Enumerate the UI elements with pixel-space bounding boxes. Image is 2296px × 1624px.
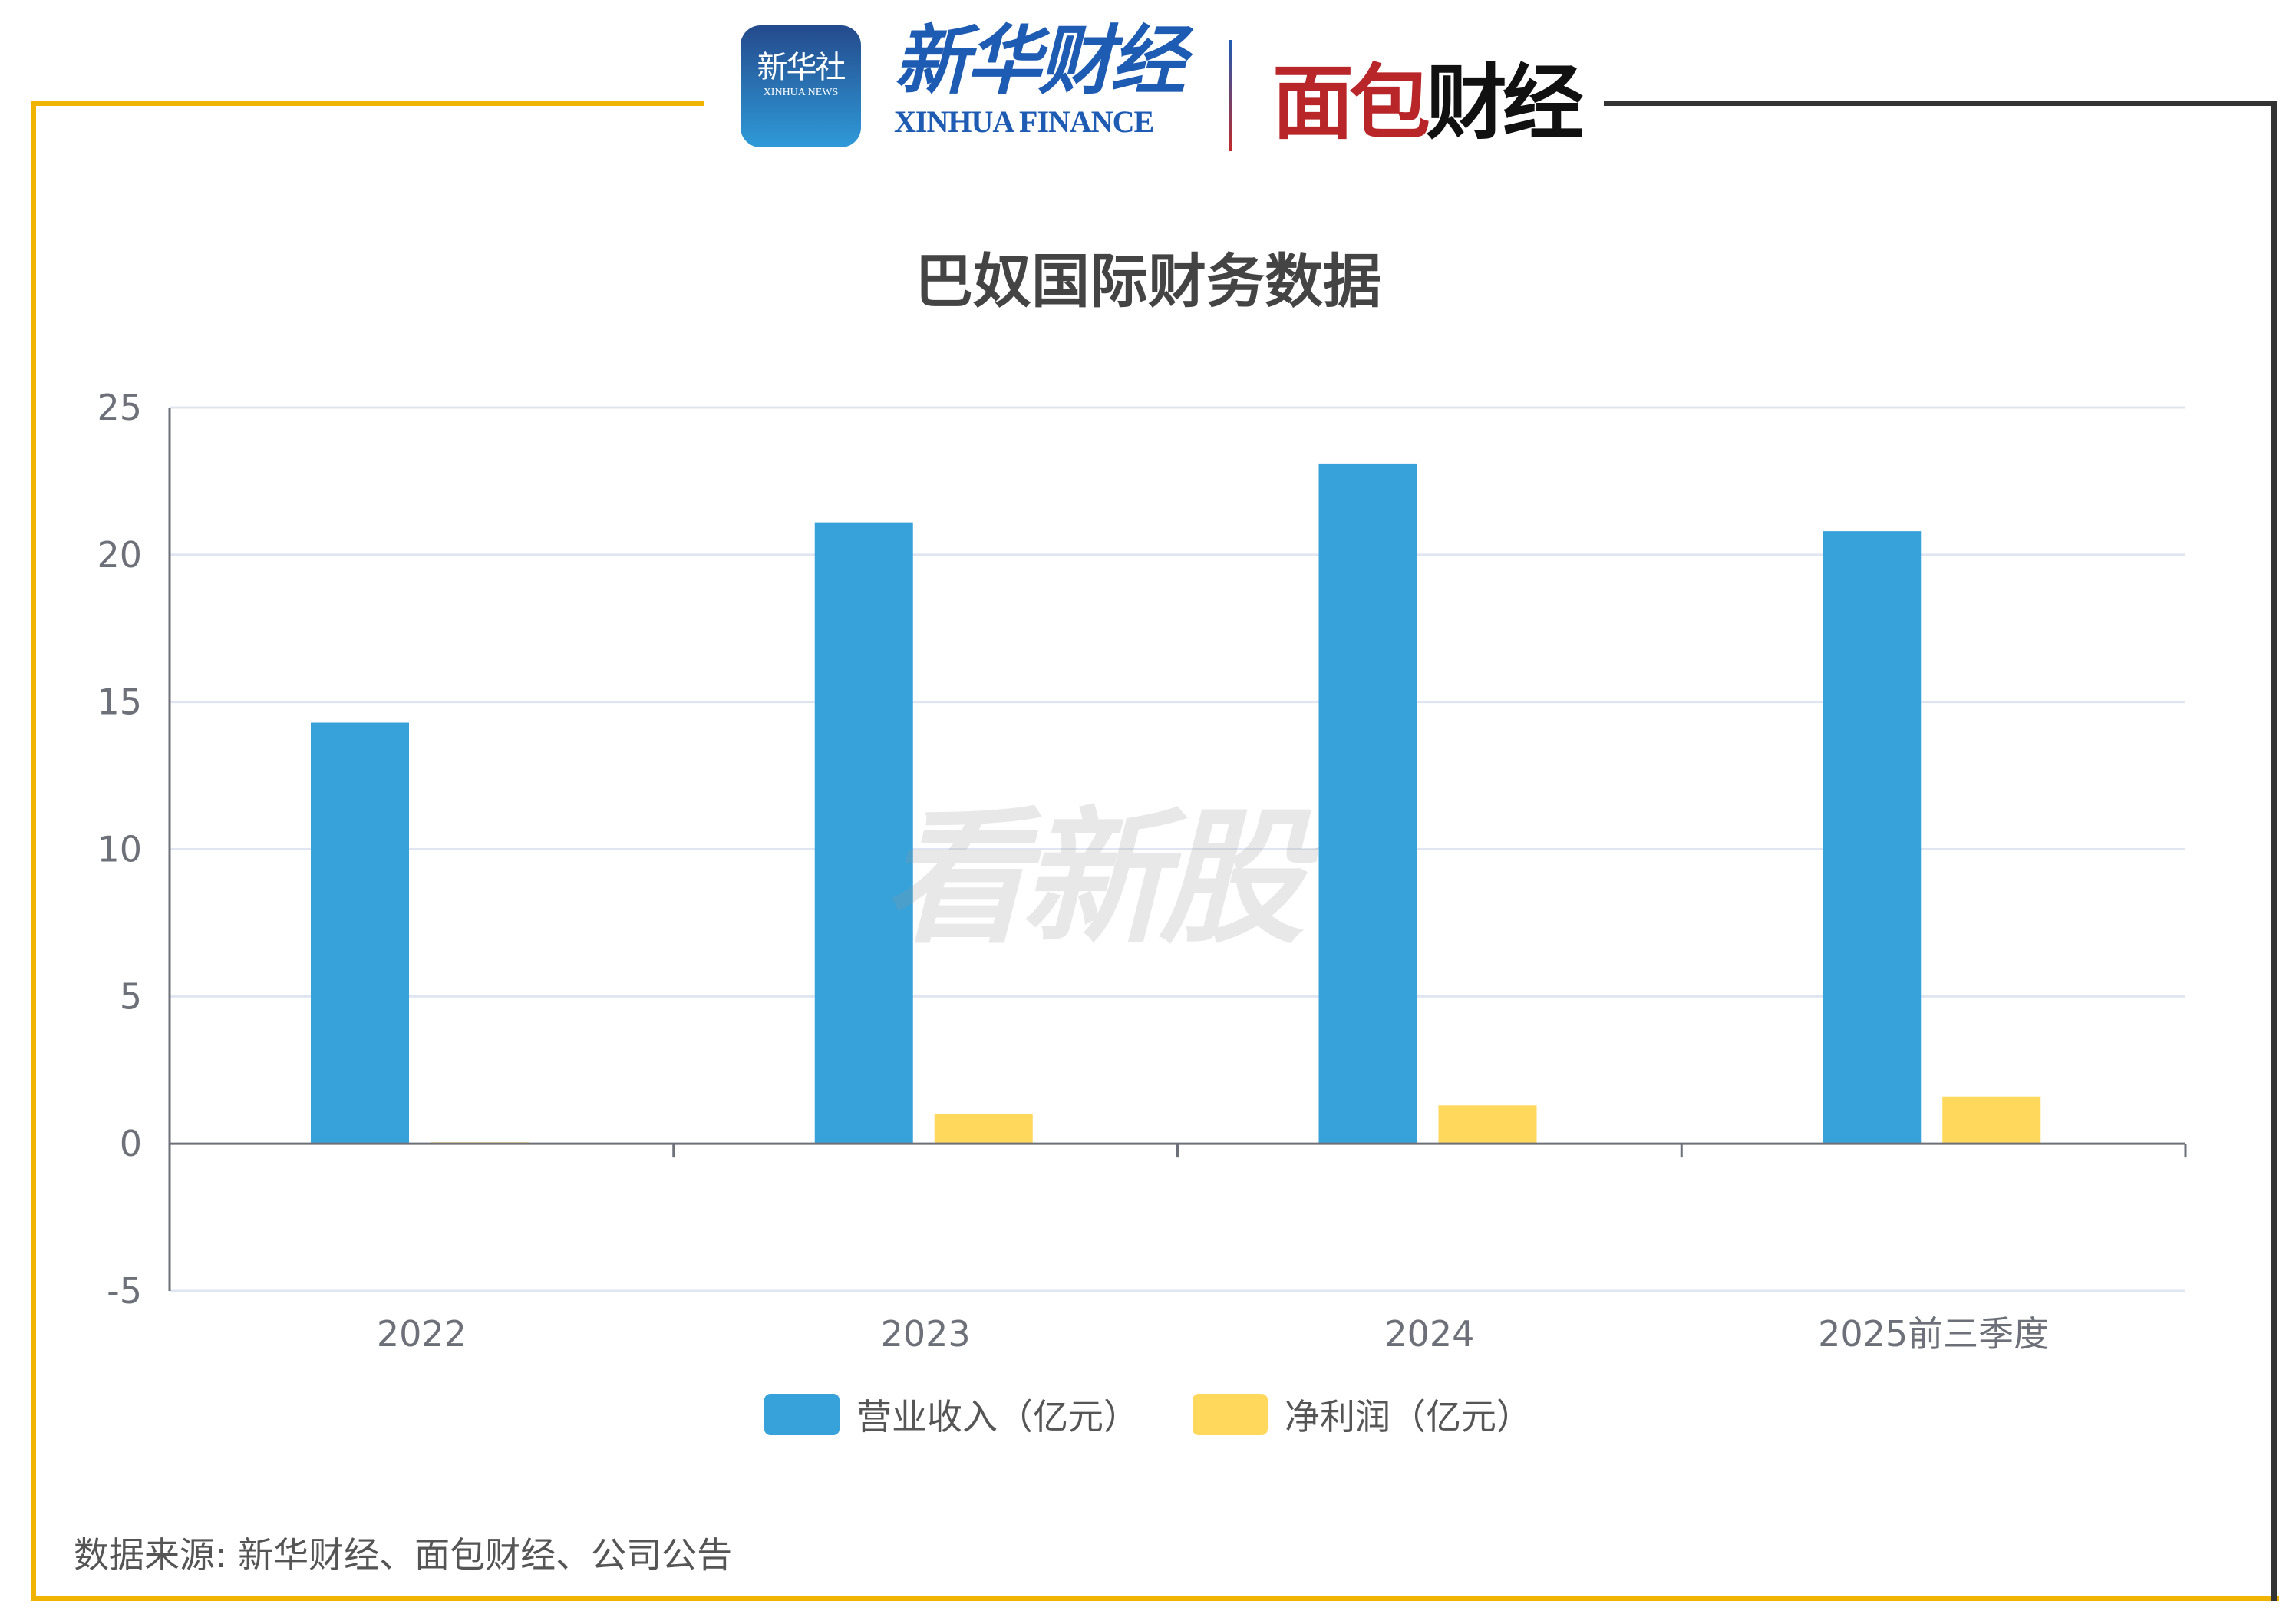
xinhua-finance-logo: 新华财经 XINHUA FINANCE	[894, 17, 1186, 140]
y-tick-label: 20	[97, 534, 142, 576]
legend-label-net-profit: 净利润（亿元）	[1285, 1396, 1532, 1438]
legend-item-revenue[interactable]: 营业收入（亿元）	[764, 1389, 1139, 1440]
y-tick-label: 0	[120, 1123, 142, 1164]
bar-revenue	[1823, 531, 1922, 1144]
mianbao-finance-logo: 面包财经	[1272, 56, 1584, 150]
bar-net-profit	[934, 1114, 1033, 1144]
legend-swatch-revenue	[764, 1394, 840, 1435]
watermark: 看新股	[882, 794, 1305, 963]
legend-label-revenue: 营业收入（亿元）	[856, 1396, 1139, 1438]
frame-left	[31, 101, 36, 1601]
x-tick-label: 2025前三季度	[1818, 1313, 2049, 1355]
chart-title: 巴奴国际财务数据	[915, 247, 1381, 315]
x-tick-label: 2023	[881, 1313, 971, 1355]
xinhua-finance-en: XINHUA FINANCE	[894, 104, 1154, 139]
y-tick-label: 10	[97, 829, 142, 870]
frame-right	[2271, 101, 2277, 1601]
y-tick-label: 5	[120, 975, 142, 1017]
bar-net-profit	[1942, 1096, 2041, 1144]
bar-net-profit	[1438, 1105, 1537, 1144]
frame-bottom	[31, 1596, 2279, 1601]
y-tick-label: 25	[97, 387, 142, 428]
data-source: 数据来源: 新华财经、面包财经、公司公告	[74, 1534, 733, 1576]
y-tick-label: -5	[107, 1270, 142, 1312]
frame-top-left	[31, 101, 704, 106]
bar-revenue	[311, 722, 409, 1144]
xinhua-news-logo: 新华社 XINHUA NEWS	[741, 25, 861, 147]
legend: 营业收入（亿元） 净利润（亿元）	[0, 1389, 2296, 1440]
bar-revenue	[1318, 463, 1417, 1144]
x-tick-label: 2022	[377, 1313, 467, 1355]
bar-revenue	[814, 522, 913, 1144]
xinhua-finance-cn: 新华财经	[894, 17, 1186, 105]
logo-divider	[1229, 40, 1232, 151]
legend-item-net-profit[interactable]: 净利润（亿元）	[1193, 1389, 1532, 1440]
y-tick-label: 15	[97, 682, 142, 723]
x-tick-label: 2024	[1384, 1313, 1474, 1355]
legend-swatch-net-profit	[1193, 1394, 1268, 1435]
frame-top-right	[1604, 101, 2277, 106]
